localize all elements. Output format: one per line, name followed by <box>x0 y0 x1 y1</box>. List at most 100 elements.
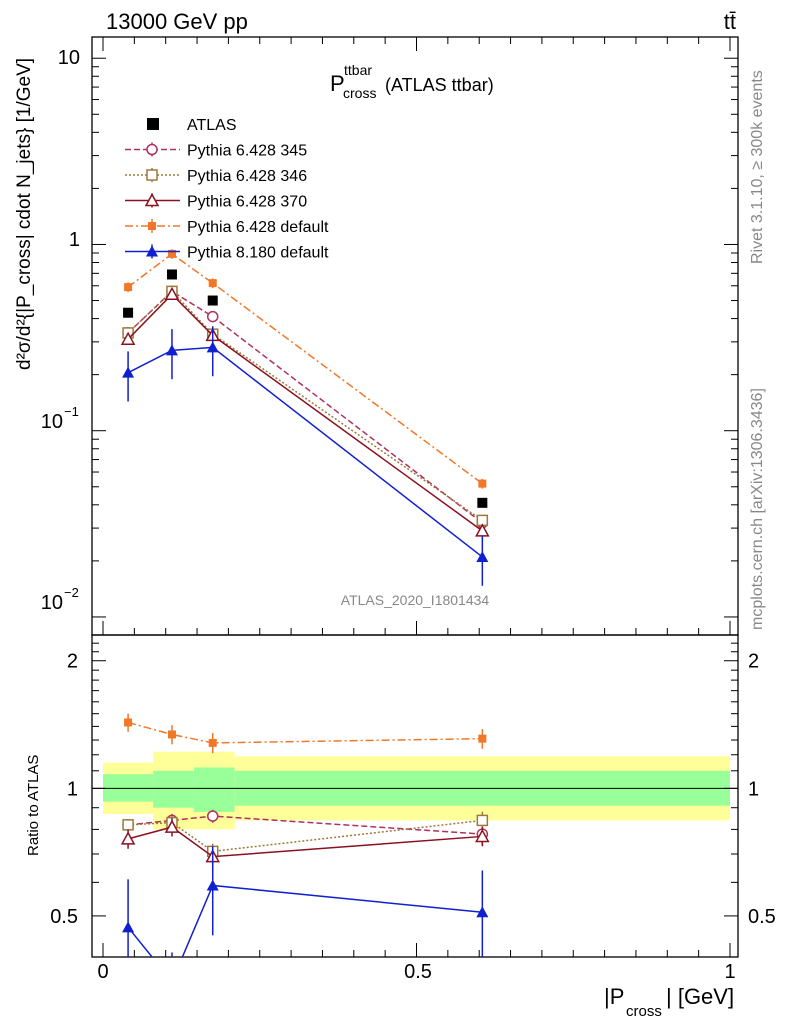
ratio-point <box>206 810 219 822</box>
legend-label: Pythia 6.428 370 <box>187 194 307 211</box>
data-point <box>167 249 176 258</box>
data-point <box>478 479 487 488</box>
ytick-label-0p01: 10 <box>41 592 63 614</box>
legend-label: Pythia 6.428 346 <box>187 168 307 185</box>
x-tick-labels: 0 0.5 1 <box>97 961 735 983</box>
ytick-label-0p1: 10 <box>41 411 63 433</box>
ratio-ytick-label-1: 1 <box>67 778 78 800</box>
series-line <box>127 252 483 485</box>
ratio-line <box>128 819 483 853</box>
atlas-point <box>477 497 488 508</box>
ratio-point <box>122 819 134 831</box>
title-suffix: (ATLAS ttbar) <box>385 75 494 95</box>
atlas-point <box>123 307 134 318</box>
ytick-label-10: 10 <box>58 47 80 69</box>
series-line <box>127 293 483 532</box>
ratio-point <box>167 730 176 739</box>
ratio-ytick-label-2-right: 2 <box>748 651 759 673</box>
ratio-plot-frame <box>91 634 739 958</box>
series-0 <box>122 285 489 529</box>
ratio-line <box>128 815 483 835</box>
series-3 <box>124 249 487 489</box>
ytick-exponent-0p01: −2 <box>64 585 79 600</box>
data-point <box>122 366 135 378</box>
x-axis-label: |P cross | [GeV] <box>604 984 734 1020</box>
ytick-exponent-0p1: −1 <box>64 404 79 419</box>
legend-label: Pythia 8.180 default <box>187 245 329 262</box>
ratio-point <box>208 738 217 747</box>
main-y-axis-label: d²σ/d²{|P_cross| cdot N_jets} [1/GeV] <box>14 58 35 370</box>
legend-label: ATLAS <box>187 117 237 134</box>
legend-entry: Pythia 6.428 370 <box>125 192 307 211</box>
ratio-line <box>127 884 483 957</box>
ratio-ytick-label-0p5-right: 0.5 <box>748 906 776 928</box>
main-plot-title: P ttbar cross (ATLAS ttbar) <box>330 62 494 101</box>
xtick-label-0p5: 0.5 <box>404 961 432 983</box>
title-main: P <box>330 71 345 96</box>
xlabel-sub: cross <box>626 1003 662 1020</box>
band-inner <box>193 767 235 812</box>
final-state-label: tt̄ <box>724 9 736 34</box>
data-point <box>124 283 133 292</box>
legend-entry: Pythia 6.428 345 <box>125 142 307 160</box>
legend-entry: ATLAS <box>147 117 237 134</box>
series-line <box>127 346 483 558</box>
ratio-point <box>164 819 180 833</box>
main-y-tick-labels: 10 1 10 −1 10 −2 <box>41 47 80 614</box>
ratio-point <box>120 831 136 845</box>
series-1 <box>122 285 489 527</box>
ratio-ytick-label-0p5: 0.5 <box>50 906 78 928</box>
ytick-label-1: 1 <box>69 229 80 251</box>
data-point <box>120 331 136 345</box>
xtick-label-1: 1 <box>724 961 735 983</box>
legend-marker <box>146 169 158 181</box>
legend-marker <box>148 222 156 230</box>
ratio-point <box>124 718 133 727</box>
legend-label: Pythia 6.428 default <box>187 219 329 236</box>
atlas-point <box>166 269 177 280</box>
main-plot-series <box>120 249 490 586</box>
axis-ticks <box>92 37 738 958</box>
ratio-series-4 <box>122 846 489 957</box>
analysis-label: ATLAS_2020_I1801434 <box>341 592 490 608</box>
mcplots-source-label: mcplots.cern.ch [arXiv:1306.3436] <box>749 388 766 630</box>
legend-marker <box>146 245 158 257</box>
legend-marker <box>144 192 160 207</box>
xlabel-suffix: | [GeV] <box>666 984 734 1009</box>
xtick-label-0: 0 <box>97 961 108 983</box>
series-2 <box>120 286 490 537</box>
atlas-data <box>123 269 488 508</box>
ratio-point <box>476 906 489 918</box>
legend-entry: Pythia 6.428 346 <box>125 168 307 185</box>
series-line <box>127 290 483 524</box>
ratio-line <box>127 826 483 858</box>
ratio-ytick-label-2: 2 <box>67 651 78 673</box>
legend-marker <box>146 143 158 156</box>
rivet-version-label: Rivet 3.1.10, ≥ 300k events <box>749 70 766 264</box>
ratio-point <box>476 814 489 827</box>
ratio-point <box>122 921 135 933</box>
ratio-y-tick-labels: 2 1 0.5 2 1 0.5 <box>50 651 776 928</box>
legend-entry: Pythia 6.428 default <box>125 219 329 236</box>
ratio-line <box>127 721 483 744</box>
ratio-series-3 <box>124 713 487 754</box>
band-inner <box>153 770 194 808</box>
xlabel-main: |P <box>604 984 624 1009</box>
series-4 <box>122 326 489 586</box>
data-point <box>208 279 217 288</box>
atlas-uncertainty-bands <box>103 751 731 830</box>
data-point <box>206 341 219 353</box>
ratio-series-2 <box>120 818 490 865</box>
data-point <box>206 310 219 323</box>
ratio-point <box>475 828 490 843</box>
process-label: 13000 GeV pp <box>106 9 248 34</box>
ratio-y-axis-label: Ratio to ATLAS <box>25 755 42 856</box>
data-point <box>164 286 180 301</box>
legend-label: Pythia 6.428 345 <box>187 143 307 160</box>
ratio-ytick-label-1-right: 1 <box>748 778 759 800</box>
series-line <box>127 290 483 521</box>
ratio-point <box>206 879 219 891</box>
data-point <box>476 550 489 562</box>
title-superscript: ttbar <box>344 62 372 78</box>
